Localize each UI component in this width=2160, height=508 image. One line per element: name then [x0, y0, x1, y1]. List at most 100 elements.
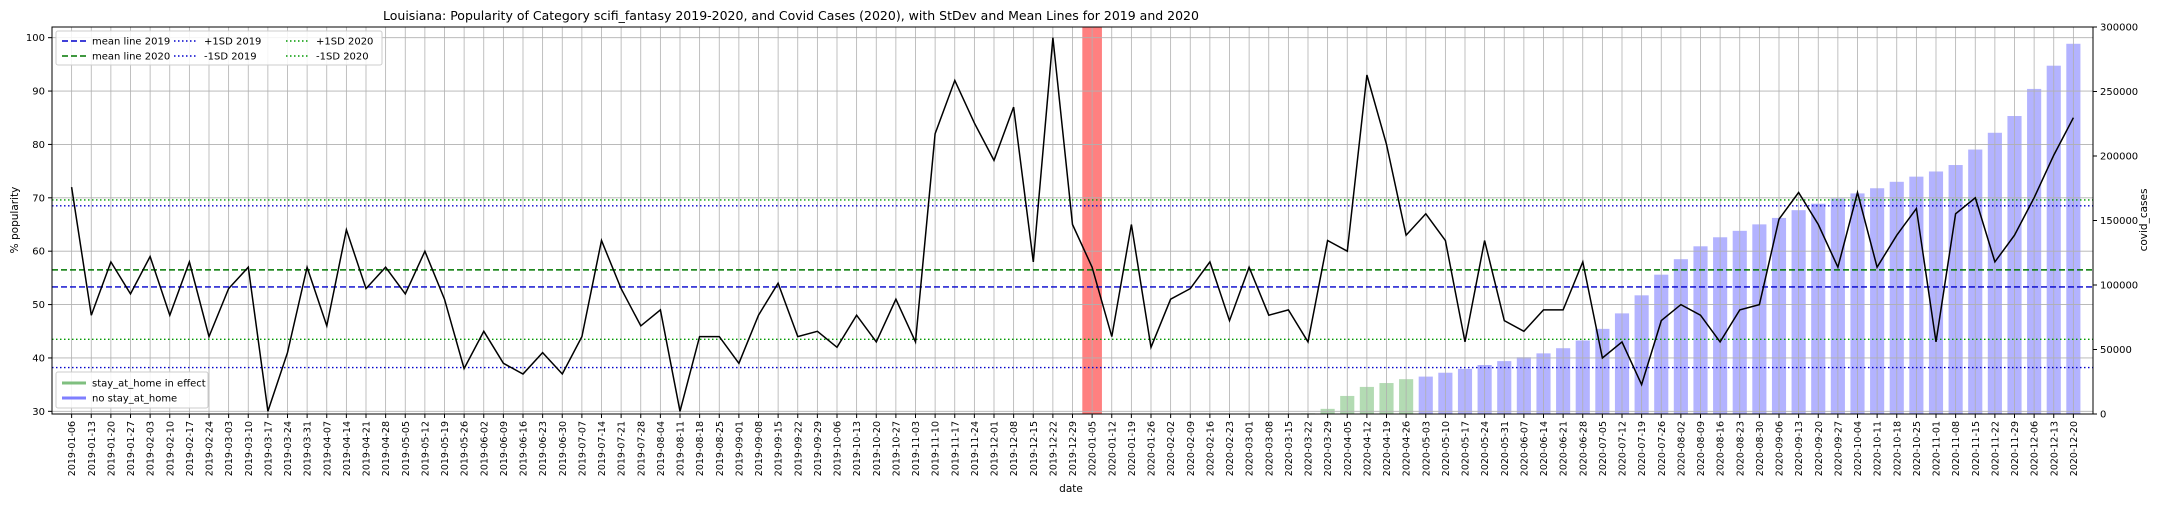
legend-bottom-box: [55, 371, 209, 409]
x-tick-label: 2019-09-29: [813, 421, 824, 476]
x-tick-label: 2020-06-28: [1578, 421, 1589, 476]
x-tick-label: 2019-09-01: [734, 421, 745, 476]
x-tick-label: 2020-02-09: [1186, 421, 1197, 476]
x-tick-label: 2019-04-21: [362, 421, 373, 476]
x-tick-label: 2020-04-05: [1343, 421, 1354, 476]
x-tick-label: 2020-09-13: [1794, 421, 1805, 476]
popularity-series-line: [70, 37, 2075, 412]
x-tick-label: 2019-05-19: [440, 421, 451, 476]
x-tick-label: 2019-01-20: [106, 421, 117, 476]
x-tick-label: 2020-07-12: [1618, 421, 1629, 476]
legend-label: +1SD 2020: [316, 37, 373, 48]
x-tick-label: 2020-10-18: [1892, 421, 1903, 476]
x-tick-label: 2020-03-29: [1323, 421, 1334, 476]
x-tick-label: 2020-01-12: [1107, 421, 1118, 476]
x-tick-label: 2019-07-21: [617, 421, 628, 476]
x-tick-label: 2019-10-20: [872, 421, 883, 476]
x-tick-label: 2020-11-29: [2010, 421, 2021, 476]
x-tick-label: 2019-06-16: [519, 421, 530, 476]
y-tick-label: 50: [32, 300, 45, 311]
x-tick-label: 2019-03-17: [263, 421, 274, 476]
x-tick-label: 2020-04-19: [1382, 421, 1393, 476]
legend-label: stay_at_home in effect: [92, 379, 206, 390]
x-tick-label: 2020-08-09: [1696, 421, 1707, 476]
legend-label: -1SD 2020: [316, 52, 369, 63]
legend-top-box: [55, 30, 383, 66]
x-tick-label: 2020-09-27: [1833, 421, 1844, 476]
y-right-tick-label: 0: [2100, 410, 2106, 421]
x-tick-label: 2020-11-15: [1971, 421, 1982, 476]
y-axis-right-label: covid_cases: [2138, 189, 2150, 252]
x-tick-label: 2020-05-17: [1461, 421, 1472, 476]
x-tick-label: 2019-02-24: [205, 421, 216, 476]
x-tick-label: 2020-01-05: [1088, 421, 1099, 476]
x-tick-label: 2019-05-05: [401, 421, 412, 476]
x-tick-label: 2019-11-03: [911, 421, 922, 476]
y-axis-label: % popularity: [9, 187, 21, 254]
x-tick-label: 2019-03-31: [303, 421, 314, 476]
x-tick-label: 2019-02-10: [165, 421, 176, 476]
x-tick-label: 2019-11-17: [950, 421, 961, 476]
x-tick-label: 2020-12-20: [2069, 421, 2080, 476]
x-tick-label: 2020-10-04: [1853, 421, 1864, 476]
x-tick-label: 2019-01-06: [67, 421, 78, 476]
x-tick-label: 2020-10-25: [1912, 421, 1923, 476]
x-tick-label: 2019-09-08: [754, 421, 765, 476]
x-tick-label: 2020-08-16: [1716, 421, 1727, 476]
x-tick-label: 2019-02-03: [146, 421, 157, 476]
x-tick-label: 2019-04-14: [342, 421, 353, 476]
x-tick-label: 2020-02-23: [1225, 421, 1236, 476]
x-tick-label: 2020-03-01: [1245, 421, 1256, 476]
x-tick-label: 2020-07-26: [1657, 421, 1668, 476]
x-tick-label: 2019-05-12: [420, 421, 431, 476]
y-right-tick-label: 300000: [2100, 23, 2138, 34]
x-tick-label: 2019-12-29: [1068, 421, 1079, 476]
legend-label: +1SD 2019: [204, 37, 261, 48]
x-tick-label: 2019-12-08: [1009, 421, 1020, 476]
x-tick-label: 2020-06-21: [1559, 421, 1570, 476]
x-tick-label: 2019-08-25: [715, 421, 726, 476]
x-tick-label: 2019-07-28: [636, 421, 647, 476]
y-tick-label: 90: [32, 87, 45, 98]
x-tick-label: 2019-11-24: [970, 421, 981, 476]
x-tick-label: 2019-12-15: [1029, 421, 1040, 476]
x-tick-label: 2020-05-24: [1480, 421, 1491, 476]
y-right-tick-label: 50000: [2100, 345, 2132, 356]
y-right-tick-label: 150000: [2100, 216, 2138, 227]
x-tick-label: 2020-03-22: [1304, 421, 1315, 476]
y-tick-label: 70: [32, 193, 45, 204]
x-tick-label: 2019-08-18: [695, 421, 706, 476]
x-tick-label: 2020-02-02: [1166, 421, 1177, 476]
x-tick-label: 2020-05-03: [1421, 421, 1432, 476]
x-tick-label: 2019-03-03: [224, 421, 235, 476]
x-tick-label: 2019-04-28: [381, 421, 392, 476]
x-tick-label: 2020-12-13: [2049, 421, 2060, 476]
x-tick-label: 2019-02-17: [185, 421, 196, 476]
y-tick-label: 80: [32, 140, 45, 151]
x-tick-label: 2020-10-11: [1873, 421, 1884, 476]
x-tick-label: 2019-04-07: [322, 421, 333, 476]
x-tick-label: 2019-03-10: [244, 421, 255, 476]
x-tick-label: 2019-10-13: [852, 421, 863, 476]
x-tick-label: 2020-07-19: [1637, 421, 1648, 476]
x-tick-label: 2020-12-06: [2030, 421, 2041, 476]
chart-title: Louisiana: Popularity of Category scifi_…: [383, 8, 1199, 23]
y-tick-label: 100: [26, 33, 45, 44]
y-right-tick-label: 200000: [2100, 152, 2138, 163]
y-tick-label: 60: [32, 247, 45, 258]
x-axis-label: date: [1059, 483, 1083, 495]
x-tick-label: 2020-09-20: [1814, 421, 1825, 476]
x-tick-label: 2019-11-10: [931, 421, 942, 476]
x-tick-label: 2019-07-07: [577, 421, 588, 476]
x-tick-label: 2019-01-27: [126, 421, 137, 476]
x-tick-label: 2020-06-07: [1519, 421, 1530, 476]
x-tick-label: 2020-08-02: [1676, 421, 1687, 476]
legend-label: -1SD 2019: [204, 52, 257, 63]
x-tick-label: 2019-06-09: [499, 421, 510, 476]
x-tick-label: 2020-11-01: [1932, 421, 1943, 476]
y-tick-label: 40: [32, 353, 45, 364]
x-tick-label: 2020-05-10: [1441, 421, 1452, 476]
x-tick-label: 2019-10-27: [891, 421, 902, 476]
x-tick-label: 2019-12-01: [990, 421, 1001, 476]
x-tick-label: 2020-07-05: [1598, 421, 1609, 476]
